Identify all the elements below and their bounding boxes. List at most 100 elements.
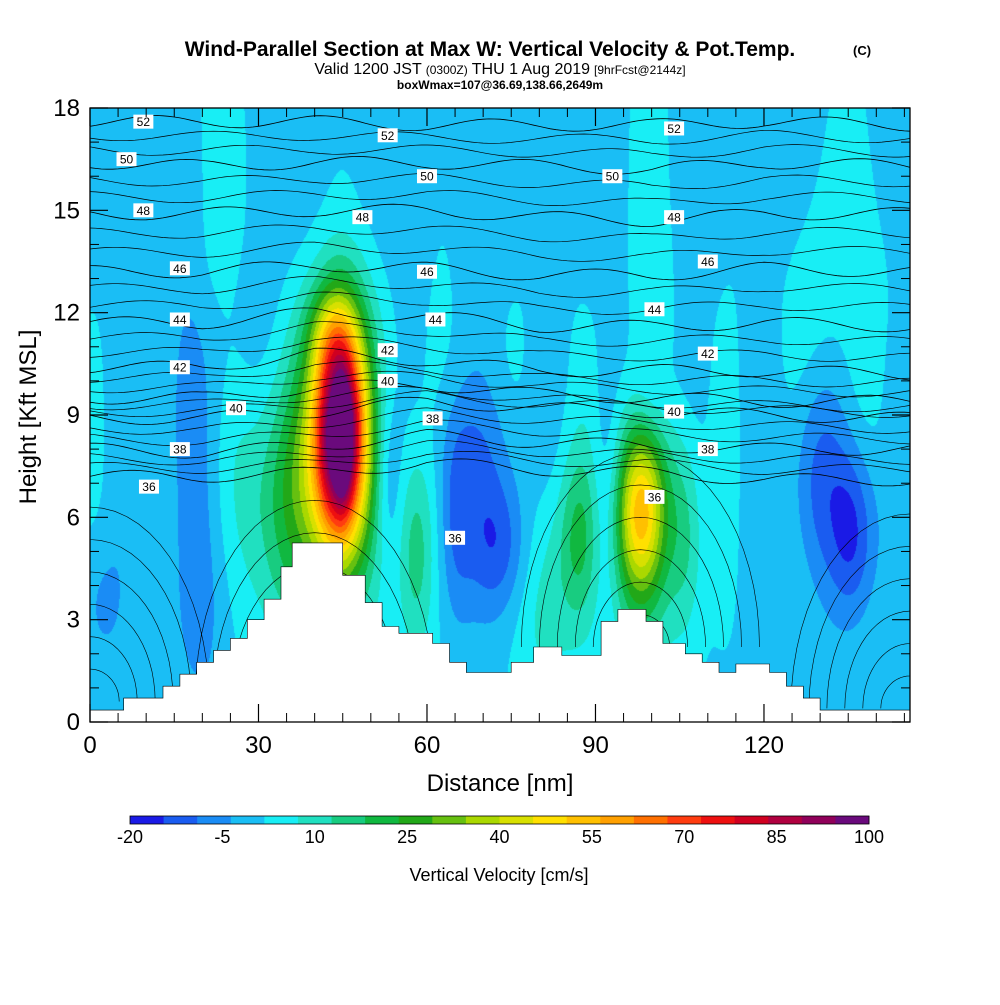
contour-label: 44 <box>169 312 190 327</box>
colorbar-swatch <box>600 816 635 824</box>
theta-contour-46 <box>90 261 910 281</box>
svg-text:44: 44 <box>173 313 187 327</box>
y-tick-label: 0 <box>67 709 80 736</box>
boundary-layer-contour <box>90 506 210 702</box>
boundary-layer-contour <box>90 603 156 702</box>
contour-label: 40 <box>664 404 685 419</box>
boundary-layer-contour <box>213 532 417 695</box>
boundary-layer-contour <box>844 610 910 709</box>
svg-text:36: 36 <box>142 480 156 494</box>
contour-label: 42 <box>697 346 718 361</box>
contour-label: 50 <box>602 169 623 184</box>
colorbar-swatch <box>398 816 433 824</box>
svg-text:38: 38 <box>701 443 715 457</box>
y-tick-label: 18 <box>53 95 80 122</box>
colorbar-tick-label: 85 <box>767 827 787 847</box>
contour-label: 36 <box>138 479 159 494</box>
contour-label: 52 <box>133 114 154 129</box>
potential-temperature-contours <box>90 115 910 709</box>
colorbar-tick-label: -20 <box>117 827 143 847</box>
contour-label: 44 <box>644 302 665 317</box>
svg-text:42: 42 <box>173 361 187 375</box>
theta-contour-minor <box>90 407 910 435</box>
colorbar-swatch <box>533 816 568 824</box>
svg-text:46: 46 <box>173 262 187 276</box>
svg-text:38: 38 <box>426 412 440 426</box>
colorbar-swatch <box>264 816 299 824</box>
svg-text:42: 42 <box>701 347 715 361</box>
y-tick-label: 3 <box>67 607 80 634</box>
colorbar-tick-label: 40 <box>489 827 509 847</box>
svg-text:52: 52 <box>667 122 681 136</box>
boundary-layer-contour <box>880 675 910 709</box>
contour-labels: 52 52 52 50 50 50 48 48 48 46 46 46 44 44 44 42 42 42 40 40… <box>116 114 718 545</box>
x-tick-label: 90 <box>582 732 609 759</box>
theta-contour-minor <box>90 241 910 262</box>
theta-contour-minor <box>90 173 910 189</box>
theta-contour-42 <box>90 347 910 381</box>
boundary-layer-contour <box>808 545 910 709</box>
theta-contour-50 <box>90 155 910 175</box>
colorbar-tick-label: 25 <box>397 827 417 847</box>
colorbar-swatch <box>835 816 870 824</box>
contour-label: 42 <box>169 360 190 375</box>
theta-contour-minor <box>90 144 910 158</box>
contour-label: 50 <box>416 169 437 184</box>
y-axis-label: Height [Kft MSL] <box>15 330 42 505</box>
svg-text:44: 44 <box>648 303 662 317</box>
colorbar-swatch <box>197 816 232 824</box>
svg-text:42: 42 <box>381 344 395 358</box>
contour-label: 40 <box>226 401 247 416</box>
colorbar-swatch <box>365 816 400 824</box>
chart-title-unit: (C) <box>853 43 871 58</box>
theta-contour-36 <box>90 458 910 487</box>
contour-label: 38 <box>697 442 718 457</box>
theta-contour-minor <box>90 440 910 466</box>
colorbar-swatch <box>801 816 836 824</box>
colorbar-tick-label: 55 <box>582 827 602 847</box>
contour-label: 42 <box>377 343 398 358</box>
y-tick-label: 6 <box>67 504 80 531</box>
contour-label: 38 <box>422 411 443 426</box>
y-tick-label: 9 <box>67 402 80 429</box>
contour-label: 52 <box>664 121 685 136</box>
contour-label: 38 <box>169 442 190 457</box>
colorbar-swatch <box>297 816 332 824</box>
contour-label: 40 <box>377 373 398 388</box>
theta-contour-52 <box>90 115 910 132</box>
contour-label: 50 <box>116 152 137 167</box>
theta-contour-minor <box>90 275 910 298</box>
colorbar-swatch <box>768 816 803 824</box>
boundary-layer-contour <box>826 578 910 709</box>
svg-text:50: 50 <box>606 170 620 184</box>
x-axis-label: Distance [nm] <box>427 770 574 797</box>
boundary-layer-contour <box>557 516 724 648</box>
colorbar-swatch <box>734 816 769 824</box>
colorbar-swatch <box>432 816 467 824</box>
colorbar-swatch <box>331 816 366 824</box>
theta-contour-minor <box>90 336 910 362</box>
svg-text:40: 40 <box>381 374 395 388</box>
colorbar-tick-label: 70 <box>674 827 694 847</box>
vertical-velocity-heatmap <box>90 108 910 722</box>
colorbar <box>129 815 870 825</box>
theta-contour-minor <box>90 450 910 475</box>
x-tick-label: 30 <box>245 732 272 759</box>
contour-label: 44 <box>425 312 446 327</box>
theta-contour-38 <box>90 429 910 459</box>
svg-text:40: 40 <box>229 402 243 416</box>
contour-label: 46 <box>169 261 190 276</box>
colorbar-label: Vertical Velocity [cm/s] <box>409 865 588 885</box>
theta-contour-minor <box>90 291 910 315</box>
svg-text:48: 48 <box>356 211 370 225</box>
x-tick-label: 0 <box>83 732 96 759</box>
plot-area: 52 52 52 50 50 50 48 48 48 46 46 46 44 44 44 42 42 42 40 40… <box>90 108 910 722</box>
theta-contour-40 <box>90 379 910 408</box>
boundary-layer-contour <box>90 539 192 702</box>
chart-subtitle: Valid 1200 JST (0300Z) THU 1 Aug 2019 [9hrF… <box>314 61 685 78</box>
colorbar-tick-label: 10 <box>305 827 325 847</box>
boundary-layer-contour <box>790 513 910 709</box>
theta-contour-minor <box>90 224 910 243</box>
